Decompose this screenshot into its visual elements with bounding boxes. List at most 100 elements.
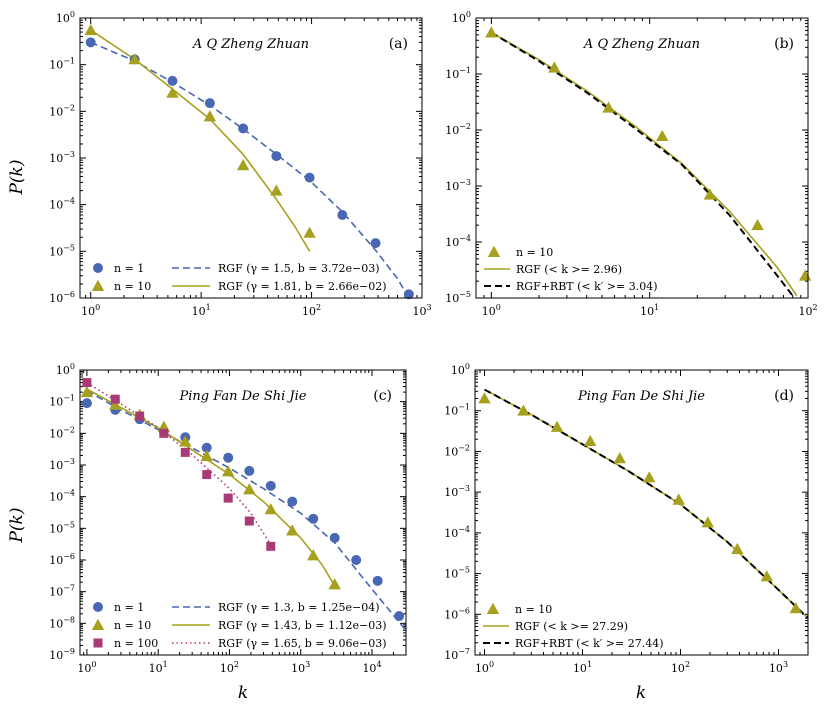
legend-marker — [486, 602, 500, 614]
legend-label: RGF (γ = 1.65, b = 9.06e−03) — [218, 637, 387, 650]
data-point-series-2 — [203, 110, 217, 122]
data-point-series-1 — [701, 516, 715, 528]
panel-title: A Q Zheng Zhuan — [192, 37, 309, 52]
plot-frame — [79, 369, 407, 656]
panel-label: (a) — [389, 36, 408, 52]
legend: n = 10 RGF (< k >= 2.96) RGF+RBT (< k′ >= … — [484, 245, 658, 293]
panel-label: (d) — [774, 388, 794, 404]
data-point-series-1 — [201, 442, 212, 453]
x-tick-label: 101 — [149, 660, 168, 675]
legend-label: n = 100 — [114, 637, 158, 650]
x-tick-label: 103 — [291, 660, 310, 675]
y-tick-label: 10−3 — [444, 484, 470, 499]
fit-line-2 — [490, 31, 794, 297]
y-tick-label: 10−7 — [444, 647, 470, 662]
data-point-series-1 — [287, 496, 298, 507]
y-tick-label: 10−6 — [49, 290, 75, 305]
data-point-series-3 — [266, 541, 276, 551]
y-tick-label: 100 — [452, 10, 471, 25]
data-point-series-3 — [159, 428, 169, 438]
data-point-series-2 — [236, 159, 250, 171]
data-point-series-2 — [328, 578, 341, 590]
y-tick-label: 10−1 — [445, 66, 471, 81]
y-tick-label: 10−4 — [444, 525, 470, 540]
fit-line-1 — [86, 390, 406, 631]
data-point-series-1 — [223, 452, 234, 463]
y-axis-label-top: P(k) — [7, 159, 27, 195]
data-point-series-2 — [264, 503, 277, 515]
fit-lines — [484, 388, 808, 619]
data-point-series-3 — [244, 516, 254, 526]
data-point-series-1 — [703, 188, 717, 200]
data-point-series-2 — [303, 226, 316, 238]
y-tick-label: 10−4 — [49, 489, 75, 504]
data-point-series-2 — [200, 449, 213, 462]
y-tick-label: 10−3 — [445, 178, 471, 193]
plot-frame — [475, 17, 809, 299]
data-point-series-1 — [789, 602, 802, 614]
fit-line-1 — [490, 31, 798, 297]
x-tick-label: 102 — [798, 303, 817, 318]
legend-label: n = 10 — [515, 603, 552, 616]
data-point-series-1 — [656, 129, 669, 142]
x-tick-label: 102 — [220, 660, 239, 675]
panel-title: A Q Zheng Zhuan — [583, 37, 700, 52]
data-point-series-1 — [613, 452, 626, 464]
y-tick-label: 10−1 — [49, 394, 75, 409]
legend-marker — [93, 263, 103, 273]
legend: n = 10 RGF (< k >= 27.29) RGF+RBT (< k′ >=… — [483, 602, 664, 650]
data-point-series-1 — [351, 555, 362, 565]
panel-title: Ping Fan De Shi Jie — [178, 389, 306, 404]
panel-c: 100 101 102 103 104 100 10−1 10−2 10−3 10−4 10−5 10… — [49, 362, 407, 675]
y-tick-label: 10−5 — [49, 243, 75, 258]
fit-line-1 — [484, 388, 808, 619]
data-point-series-3 — [180, 447, 190, 457]
fit-line-1 — [90, 41, 410, 298]
x-tick-label: 103 — [412, 303, 431, 318]
data-point-series-2 — [179, 435, 192, 447]
data-point-series-3 — [202, 470, 212, 480]
data-point-series-3 — [223, 493, 233, 503]
panel-label: (c) — [373, 388, 392, 404]
data-point-series-1 — [238, 123, 249, 134]
y-tick-label: 10−2 — [444, 443, 470, 458]
y-tick-label: 100 — [451, 362, 470, 377]
data-point-series-1 — [329, 532, 340, 543]
x-tick-label: 102 — [302, 303, 321, 318]
data-points — [478, 392, 802, 614]
data-point-series-1 — [643, 471, 656, 483]
legend-label: n = 10 — [114, 619, 151, 632]
data-point-series-2 — [286, 524, 299, 536]
y-tick-label: 10−2 — [445, 122, 471, 137]
data-point-series-2 — [109, 398, 122, 410]
data-point-series-1 — [304, 172, 315, 183]
data-point-series-1 — [167, 75, 178, 86]
y-tick-label: 10−7 — [49, 584, 75, 599]
y-tick-label: 10−4 — [445, 234, 471, 249]
y-tick-label: 10−3 — [49, 457, 75, 472]
data-point-series-1 — [271, 151, 282, 162]
x-tick-label: 100 — [482, 303, 501, 318]
y-tick-label: 10−3 — [49, 150, 75, 165]
data-point-series-1 — [485, 26, 498, 38]
data-point-series-1 — [602, 101, 615, 113]
fit-line-2 — [484, 388, 808, 619]
x-tick-label: 101 — [192, 303, 211, 318]
legend-label: RGF+RBT (< k′ >= 3.04) — [516, 280, 658, 293]
legend-label: RGF (γ = 1.81, b = 2.66e−02) — [218, 280, 387, 293]
data-point-series-1 — [85, 37, 96, 48]
panel-a: 100 101 102 103 100 10−1 10−2 10−3 10−4 10−5 10−6 A… — [49, 10, 431, 318]
data-point-series-1 — [760, 570, 774, 582]
fit-line-2 — [86, 388, 338, 590]
legend-label: RGF (γ = 1.5, b = 3.72e−03) — [218, 262, 380, 275]
legend-label: n = 1 — [114, 601, 144, 614]
data-point-series-2 — [307, 549, 320, 561]
data-point-series-3 — [82, 378, 92, 388]
x-tick-label: 101 — [573, 660, 592, 675]
legend-marker — [91, 279, 105, 291]
data-points — [84, 23, 414, 300]
data-point-series-1 — [370, 238, 381, 249]
y-tick-label: 10−6 — [444, 606, 470, 621]
plot-frame — [79, 17, 423, 299]
